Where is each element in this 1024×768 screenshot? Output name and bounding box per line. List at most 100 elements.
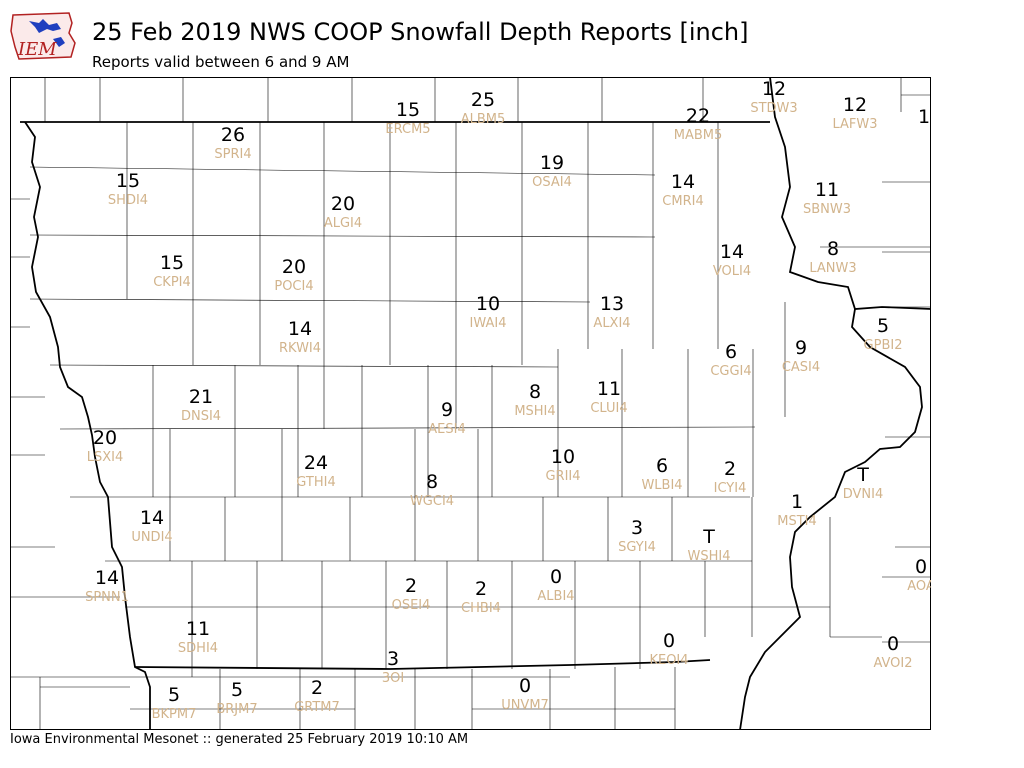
snowfall-value: 0 (663, 630, 675, 652)
station-id: BRJM7 (216, 702, 257, 717)
snowfall-value: 10 (551, 446, 575, 468)
station-id: GTHI4 (296, 475, 335, 490)
snowfall-value: 3 (631, 517, 643, 539)
station-id: CKPI4 (153, 275, 191, 290)
snowfall-value: 5 (877, 315, 889, 337)
snowfall-value: 9 (795, 337, 807, 359)
station-id: UNDI4 (131, 530, 172, 545)
station-id: AESI4 (428, 422, 465, 437)
station-id: ERCM5 (385, 122, 430, 137)
station-id: ALBI4 (537, 589, 574, 604)
snowfall-value: 8 (426, 471, 438, 493)
station-id: MABM5 (674, 128, 723, 143)
snowfall-value: 1 (918, 106, 930, 128)
snowfall-value: 2 (405, 575, 417, 597)
snowfall-value: 12 (762, 78, 786, 100)
map-subtitle: Reports valid between 6 and 9 AM (92, 53, 350, 71)
snowfall-value: 5 (231, 679, 243, 701)
station-id: SPNN1 (85, 590, 129, 605)
station-id: IWAI4 (470, 316, 507, 331)
snowfall-value: 5 (168, 684, 180, 706)
snowfall-value: 26 (221, 124, 245, 146)
station-id: BKPM7 (152, 707, 197, 722)
snowfall-value: 20 (93, 427, 117, 449)
station-id: POCI4 (274, 279, 313, 294)
snowfall-value: 22 (686, 105, 710, 127)
station-id: GRII4 (545, 469, 580, 484)
station-id: SBNW3 (803, 202, 851, 217)
snowfall-value: 21 (189, 386, 213, 408)
snowfall-value: 14 (671, 171, 695, 193)
station-id: CGGI4 (710, 364, 751, 379)
state-boundaries (20, 77, 931, 730)
snowfall-value: T (856, 464, 869, 486)
snowfall-value: 14 (720, 241, 744, 263)
snowfall-value: 1 (791, 491, 803, 513)
station-id: AOA (907, 579, 931, 594)
snowfall-value: 9 (441, 399, 453, 421)
snowfall-value: 11 (186, 618, 210, 640)
snowfall-value: 15 (160, 252, 184, 274)
snowfall-value: 10 (476, 293, 500, 315)
station-id: VOLI4 (713, 264, 751, 279)
snowfall-value: 0 (915, 556, 927, 578)
map-title: 25 Feb 2019 NWS COOP Snowfall Depth Repo… (92, 18, 749, 46)
station-id: CASI4 (782, 360, 820, 375)
station-id: ICYI4 (714, 481, 747, 496)
station-id: WSHI4 (688, 549, 731, 564)
station-id: AVOI2 (873, 656, 912, 671)
snowfall-value: 20 (331, 193, 355, 215)
snowfall-value: 12 (843, 94, 867, 116)
snowfall-value: 11 (815, 179, 839, 201)
snowfall-value: 19 (540, 152, 564, 174)
snowfall-value: 2 (311, 677, 323, 699)
snowfall-value: 24 (304, 452, 328, 474)
station-id: ALBM5 (461, 112, 506, 127)
snowfall-value: 14 (288, 318, 312, 340)
snowfall-value: 13 (600, 293, 624, 315)
station-id: LSXI4 (87, 450, 124, 465)
station-id: RKWI4 (279, 341, 321, 356)
snowfall-value: 8 (529, 381, 541, 403)
station-id: OSAI4 (532, 175, 572, 190)
snowfall-value: 15 (396, 99, 420, 121)
station-id: GRTM7 (294, 700, 340, 715)
station-id: MSHI4 (514, 404, 555, 419)
station-id: SHDI4 (108, 193, 148, 208)
station-id: CMRI4 (662, 194, 703, 209)
snowfall-value: 15 (116, 170, 140, 192)
footer-credit: Iowa Environmental Mesonet :: generated … (10, 732, 469, 747)
station-id: WGCI4 (410, 494, 454, 509)
station-id: GPBI2 (864, 338, 903, 353)
station-id: SGYI4 (618, 540, 656, 555)
station-id: WLBI4 (641, 478, 682, 493)
snowfall-value: T (702, 526, 715, 548)
snowfall-value: 3 (387, 648, 399, 670)
iem-logo: IEM (10, 12, 76, 60)
station-id: KEOI4 (649, 653, 688, 668)
station-id: SDHI4 (178, 641, 218, 656)
station-id: DNSI4 (181, 409, 221, 424)
station-id: LAFW3 (832, 117, 877, 132)
station-id: 3OI (382, 671, 404, 686)
station-id: STDW3 (750, 101, 797, 116)
snowfall-value: 0 (550, 566, 562, 588)
snowfall-value: 25 (471, 89, 495, 111)
station-id: ALXI4 (593, 316, 630, 331)
snowfall-value: 6 (725, 341, 737, 363)
snowfall-value: 14 (95, 567, 119, 589)
snowfall-value: 6 (656, 455, 668, 477)
snowfall-value: 0 (887, 633, 899, 655)
station-id: MSTI4 (777, 514, 817, 529)
logo-text: IEM (17, 39, 57, 60)
county-boundaries (10, 77, 931, 730)
snowfall-value: 2 (724, 458, 736, 480)
snowfall-value: 8 (827, 238, 839, 260)
station-id: UNVM7 (501, 698, 549, 713)
station-id: CHBI4 (461, 601, 501, 616)
snowfall-value: 11 (597, 378, 621, 400)
snowfall-value: 0 (519, 675, 531, 697)
snowfall-value: 14 (140, 507, 164, 529)
station-id: DVNI4 (843, 487, 884, 502)
